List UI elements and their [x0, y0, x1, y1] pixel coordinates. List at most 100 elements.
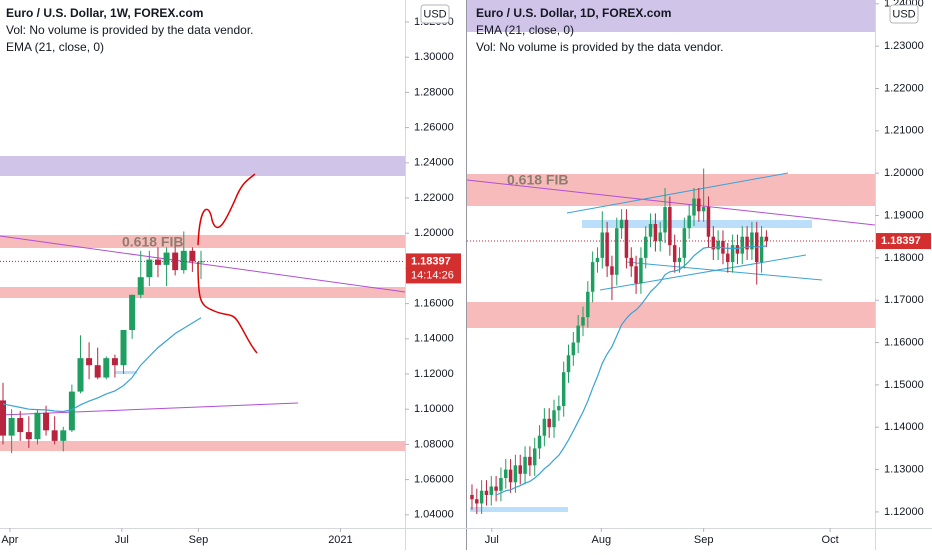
ema-line	[495, 245, 767, 496]
legend-line: EMA (21, close, 0)	[476, 23, 574, 37]
trendline	[0, 235, 405, 293]
legend-line: Vol: No volume is provided by the data v…	[476, 40, 723, 54]
y-tick-label: 1.16000	[414, 298, 454, 310]
candle-body	[17, 418, 24, 433]
candle-body	[0, 400, 7, 436]
candle-body	[668, 207, 672, 246]
candle-body	[499, 478, 503, 491]
candle-body	[639, 257, 643, 284]
candle-body	[663, 207, 667, 233]
last-price-label: 1.18397	[881, 235, 921, 247]
y-tick-label: 1.14000	[884, 421, 924, 433]
x-tick-label: Apr	[1, 534, 18, 546]
candle-body	[137, 277, 144, 295]
candle-body	[470, 494, 474, 500]
y-tick-label: 1.24000	[414, 157, 454, 169]
zone	[0, 287, 405, 298]
candle-body	[730, 245, 735, 263]
right-plot	[467, 168, 875, 515]
candle-body	[571, 342, 576, 356]
candle-body	[8, 418, 15, 436]
x-tick-label: Aug	[592, 534, 612, 546]
trendline	[625, 261, 823, 281]
y-tick-label: 1.22000	[884, 82, 924, 94]
candle-body	[557, 406, 561, 411]
candle-body	[643, 236, 648, 258]
x-tick-label: 2021	[328, 534, 352, 546]
x-tick-label: Sep	[694, 534, 714, 546]
candle-body	[610, 266, 614, 275]
last-price-tag	[406, 253, 461, 284]
candle-body	[634, 266, 638, 284]
candle-body	[189, 250, 196, 262]
y-tick-label: 1.19000	[884, 209, 924, 221]
y-tick-label: 1.20000	[414, 227, 454, 239]
candle-body	[103, 358, 110, 378]
candle-body	[682, 228, 687, 258]
candle-body	[750, 232, 754, 250]
fib-label: 0.618 FIB	[122, 234, 183, 250]
candle-body	[508, 469, 513, 483]
candle-body	[692, 198, 696, 216]
candle-body	[475, 499, 479, 504]
currency-label[interactable]: USD	[892, 8, 915, 20]
trendline	[467, 179, 875, 226]
candle-body	[484, 490, 489, 495]
candle-body	[494, 486, 498, 491]
zone	[0, 156, 405, 176]
trendline	[599, 254, 807, 291]
x-tick-label: Oct	[822, 534, 839, 546]
candle-body	[537, 435, 542, 449]
candle-body	[552, 410, 556, 428]
candle-body	[740, 236, 745, 254]
candle-body	[25, 432, 32, 440]
candle-body	[68, 391, 75, 431]
candle-body	[180, 250, 187, 271]
zone	[470, 507, 568, 512]
candle-body	[547, 418, 551, 428]
legend-line: Vol: No volume is provided by the data v…	[6, 23, 253, 37]
currency-button[interactable]	[889, 4, 919, 24]
x-tick-label: Sep	[189, 534, 209, 546]
y-tick-label: 1.28000	[414, 86, 454, 98]
candle-body	[34, 412, 41, 440]
candle-body	[605, 232, 609, 267]
candle-body	[197, 261, 204, 263]
left-drawings	[0, 156, 405, 451]
candle-body	[624, 219, 629, 258]
candle-body	[43, 412, 50, 431]
y-tick-label: 1.21000	[884, 125, 924, 137]
candle-body	[653, 223, 658, 241]
trendline	[566, 172, 789, 214]
candle-body	[687, 215, 691, 229]
y-tick-label: 1.30000	[414, 51, 454, 63]
currency-button[interactable]	[420, 4, 450, 24]
y-tick-label: 1.20000	[884, 167, 924, 179]
candle-body	[111, 358, 118, 366]
candle-body	[86, 358, 93, 366]
zone	[582, 220, 812, 228]
candle-body	[154, 259, 161, 265]
candle-body	[51, 430, 58, 441]
candle-body	[697, 198, 701, 212]
currency-label[interactable]: USD	[423, 8, 446, 20]
candle-body	[129, 294, 136, 330]
candle-body	[745, 236, 749, 250]
y-tick-label: 1.13000	[884, 463, 924, 475]
candle-body	[581, 317, 585, 326]
y-tick-label: 1.08000	[414, 438, 454, 450]
candle-body	[677, 257, 682, 263]
projection-down	[197, 261, 258, 354]
x-tick-label: Jul	[485, 534, 499, 546]
countdown-label: 14:14:26	[411, 269, 454, 281]
candle-body	[658, 232, 662, 241]
candle-body	[542, 418, 547, 436]
y-tick-label: 1.22000	[414, 192, 454, 204]
candle-body	[672, 245, 677, 263]
y-tick-label: 1.26000	[414, 122, 454, 134]
zone	[467, 174, 875, 206]
last-price-label: 1.18397	[411, 255, 451, 267]
